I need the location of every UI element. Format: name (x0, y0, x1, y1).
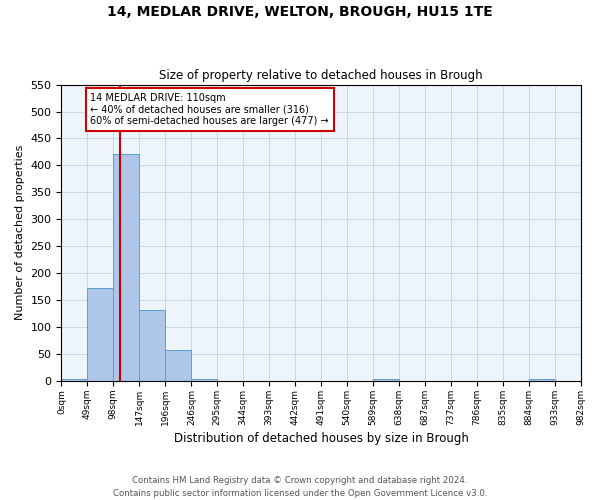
Title: Size of property relative to detached houses in Brough: Size of property relative to detached ho… (159, 69, 483, 82)
X-axis label: Distribution of detached houses by size in Brough: Distribution of detached houses by size … (173, 432, 469, 445)
Bar (88, 288, 113, 381)
Bar (191, 380, 217, 381)
Y-axis label: Number of detached properties: Number of detached properties (15, 145, 25, 320)
Text: Contains HM Land Registry data © Crown copyright and database right 2024.
Contai: Contains HM Land Registry data © Crown c… (113, 476, 487, 498)
Text: 14, MEDLAR DRIVE, WELTON, BROUGH, HU15 1TE: 14, MEDLAR DRIVE, WELTON, BROUGH, HU15 1… (107, 5, 493, 19)
Bar (373, 380, 398, 381)
Bar (529, 380, 554, 381)
Bar (61, 380, 88, 381)
Text: 14 MEDLAR DRIVE: 110sqm
← 40% of detached houses are smaller (316)
60% of semi-d: 14 MEDLAR DRIVE: 110sqm ← 40% of detache… (91, 92, 329, 126)
Bar (139, 310, 165, 381)
Bar (113, 154, 139, 381)
Bar (165, 350, 191, 381)
